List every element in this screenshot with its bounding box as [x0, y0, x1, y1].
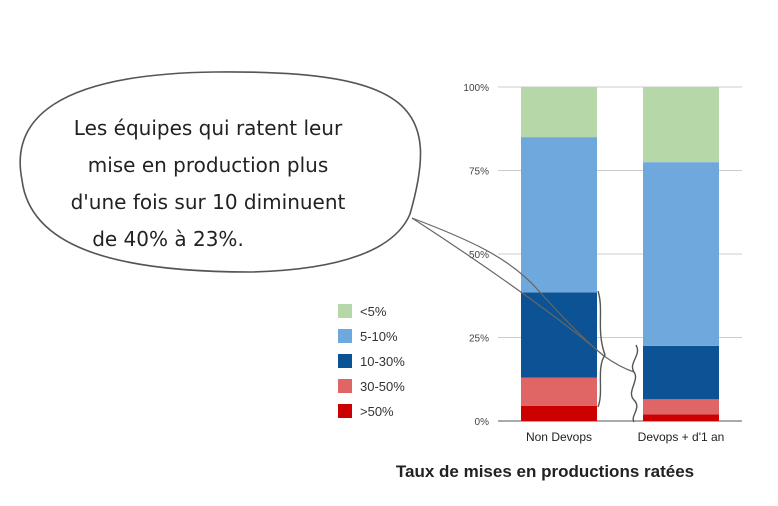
legend: <5% 5-10% 10-30% 30-50% >50%: [338, 304, 405, 419]
callout-line: de 40% à 23%.: [92, 227, 244, 251]
y-tick-label: 50%: [469, 250, 489, 261]
y-tick-label: 75%: [469, 167, 489, 178]
bracket-marker: [630, 344, 639, 423]
legend-swatch: [338, 379, 352, 393]
bar-segment: [521, 292, 597, 378]
chart-title: Taux de mises en productions ratées: [396, 462, 694, 481]
callout-line: Les équipes qui ratent leur: [74, 116, 343, 140]
bar-segment: [521, 405, 597, 421]
legend-label: <5%: [360, 304, 387, 319]
x-category-label: Non Devops: [526, 430, 592, 444]
bar-segment: [521, 377, 597, 406]
bar-segment: [521, 137, 597, 293]
y-tick-label: 0%: [475, 417, 490, 428]
bar-segment: [643, 414, 719, 421]
bar-segment: [643, 87, 719, 163]
legend-label: 10-30%: [360, 354, 405, 369]
legend-label: 5-10%: [360, 329, 398, 344]
y-axis-ticks: 0% 25% 50% 75% 100%: [463, 83, 489, 428]
legend-swatch: [338, 304, 352, 318]
legend-swatch: [338, 329, 352, 343]
bar-segment: [643, 399, 719, 415]
bar-stacks: [521, 87, 719, 421]
legend-swatch: [338, 404, 352, 418]
legend-label: 30-50%: [360, 379, 405, 394]
bar-segment: [643, 345, 719, 400]
x-category-label: Devops + d'1 an: [638, 430, 725, 444]
bar-segment: [521, 87, 597, 138]
speech-bubble: Les équipes qui ratent leur mise en prod…: [19, 71, 422, 273]
speech-bubble-outline: [19, 71, 422, 273]
y-tick-label: 25%: [469, 334, 489, 345]
x-axis-categories: Non Devops Devops + d'1 an: [526, 430, 724, 444]
bar-segment: [643, 162, 719, 346]
callout-line: mise en production plus: [88, 153, 329, 177]
bracket-marker: [597, 290, 606, 408]
legend-label: >50%: [360, 404, 394, 419]
callout-tail-line: [411, 217, 635, 373]
legend-swatch: [338, 354, 352, 368]
y-tick-label: 100%: [463, 83, 489, 94]
callout-line: d'une fois sur 10 diminuent: [71, 190, 346, 214]
callout-tail-line: [411, 217, 605, 357]
